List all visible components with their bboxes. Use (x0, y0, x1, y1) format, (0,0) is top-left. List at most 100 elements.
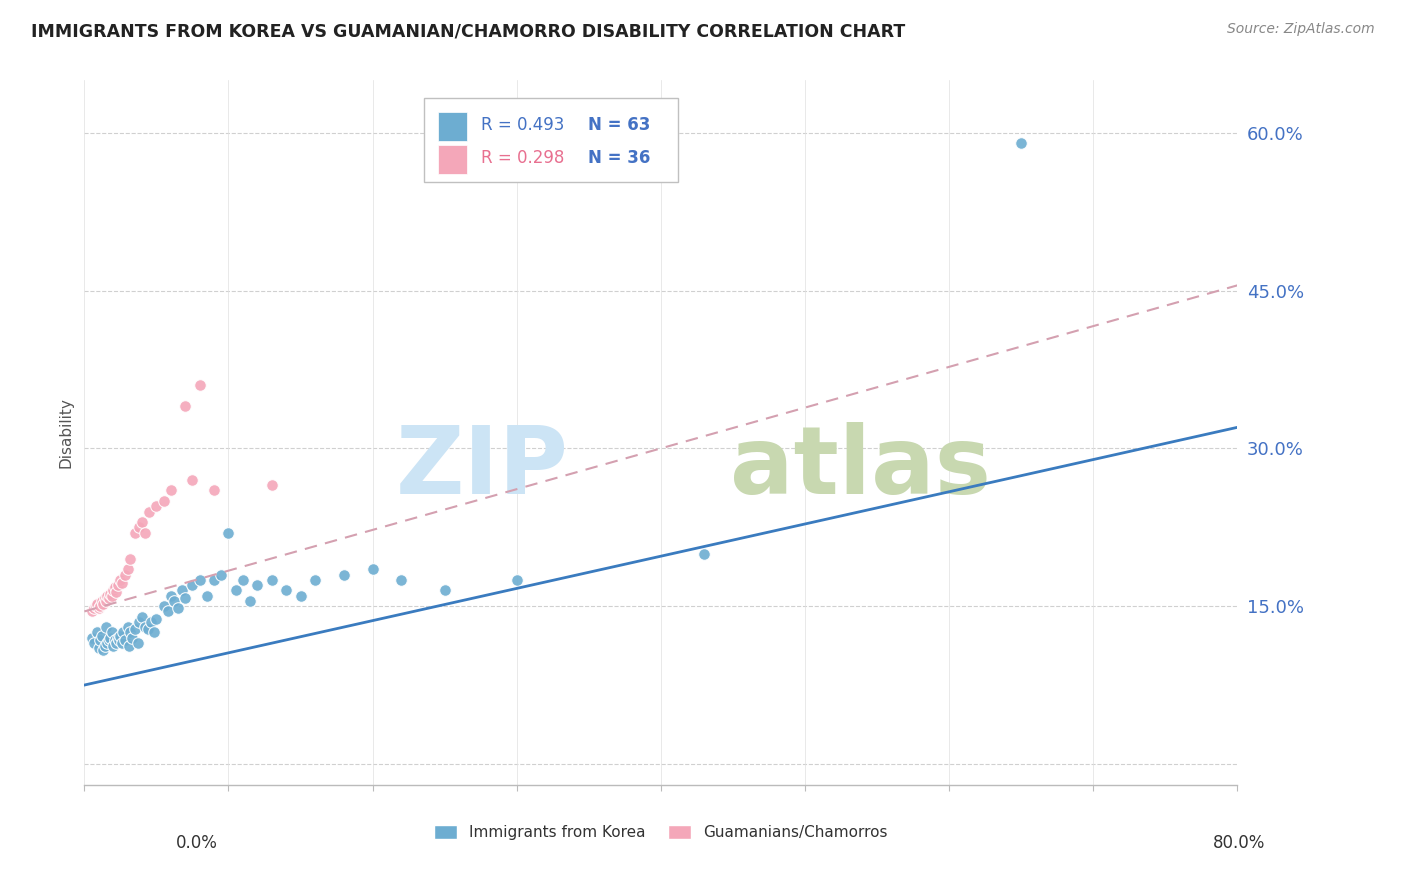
Point (84, 599, 107, 614)
Point (103, 639, 124, 653)
Point (128, 615, 150, 629)
Point (246, 578, 269, 592)
Point (107, 631, 129, 645)
Point (225, 583, 247, 598)
Point (172, 583, 194, 598)
Point (94, 620, 117, 634)
Text: atlas: atlas (730, 422, 991, 514)
Point (112, 625, 135, 640)
Point (117, 620, 139, 634)
Point (89, 599, 111, 614)
Point (91, 597, 114, 611)
Point (506, 573, 529, 587)
Point (114, 632, 136, 647)
Point (96, 636, 118, 650)
Point (174, 591, 197, 605)
Point (290, 589, 312, 603)
Point (167, 601, 190, 615)
Point (1010, 136, 1032, 151)
FancyBboxPatch shape (425, 98, 678, 183)
Point (94, 594, 117, 608)
Point (120, 625, 142, 640)
Point (124, 622, 146, 636)
Text: R = 0.298: R = 0.298 (481, 149, 564, 167)
FancyBboxPatch shape (439, 112, 467, 141)
Point (391, 573, 413, 587)
Point (93, 591, 115, 605)
Point (110, 629, 132, 643)
Point (104, 632, 127, 647)
Point (105, 636, 128, 650)
Point (188, 573, 211, 587)
Point (195, 589, 218, 603)
Point (105, 585, 128, 599)
Point (98, 586, 121, 600)
Point (80, 631, 103, 645)
Point (103, 583, 124, 598)
Point (124, 525, 146, 540)
Point (181, 578, 204, 592)
Point (93, 639, 115, 653)
Point (120, 551, 142, 566)
Point (90, 594, 112, 608)
FancyBboxPatch shape (439, 145, 467, 174)
Point (160, 483, 183, 498)
Point (104, 580, 127, 594)
Point (138, 504, 160, 518)
Point (83, 601, 105, 615)
Point (145, 500, 167, 514)
Y-axis label: Disability: Disability (58, 397, 73, 468)
Point (156, 604, 179, 618)
Point (139, 615, 162, 629)
Point (107, 578, 129, 592)
Point (90, 629, 112, 643)
Point (87, 601, 110, 615)
Point (91, 643, 114, 657)
Point (218, 525, 240, 540)
Point (160, 589, 183, 603)
Point (111, 576, 134, 591)
Point (163, 594, 186, 608)
Text: 80.0%: 80.0% (1213, 834, 1265, 852)
Point (433, 583, 456, 598)
Text: N = 36: N = 36 (588, 149, 651, 167)
Point (304, 573, 326, 587)
Point (111, 636, 134, 650)
Point (100, 625, 122, 640)
Point (86, 625, 108, 640)
Point (134, 620, 156, 634)
Point (260, 478, 283, 492)
Point (333, 567, 356, 582)
Point (145, 612, 167, 626)
Point (232, 573, 254, 587)
Point (100, 589, 122, 603)
Point (87, 641, 110, 656)
Point (131, 609, 153, 624)
Legend: Immigrants from Korea, Guamanians/Chamorros: Immigrants from Korea, Guamanians/Chamor… (426, 817, 896, 847)
Text: IMMIGRANTS FROM KOREA VS GUAMANIAN/CHAMORRO DISABILITY CORRELATION CHART: IMMIGRANTS FROM KOREA VS GUAMANIAN/CHAMO… (31, 22, 905, 40)
Point (86, 597, 108, 611)
Point (108, 632, 131, 647)
Point (128, 520, 150, 534)
Point (134, 525, 156, 540)
Point (188, 378, 211, 392)
Point (114, 567, 136, 582)
Point (276, 583, 298, 598)
Point (209, 567, 232, 582)
Point (96, 589, 118, 603)
Point (97, 591, 120, 605)
Text: 0.0%: 0.0% (176, 834, 218, 852)
Text: Source: ZipAtlas.com: Source: ZipAtlas.com (1227, 22, 1375, 37)
Point (110, 573, 132, 587)
Point (239, 594, 262, 608)
Point (98, 631, 121, 645)
Point (202, 483, 225, 498)
Point (693, 547, 716, 561)
Point (89, 632, 111, 647)
Point (127, 636, 149, 650)
Point (260, 573, 283, 587)
Point (117, 562, 139, 576)
Text: N = 63: N = 63 (588, 116, 651, 134)
Point (152, 494, 174, 508)
Point (97, 632, 120, 647)
